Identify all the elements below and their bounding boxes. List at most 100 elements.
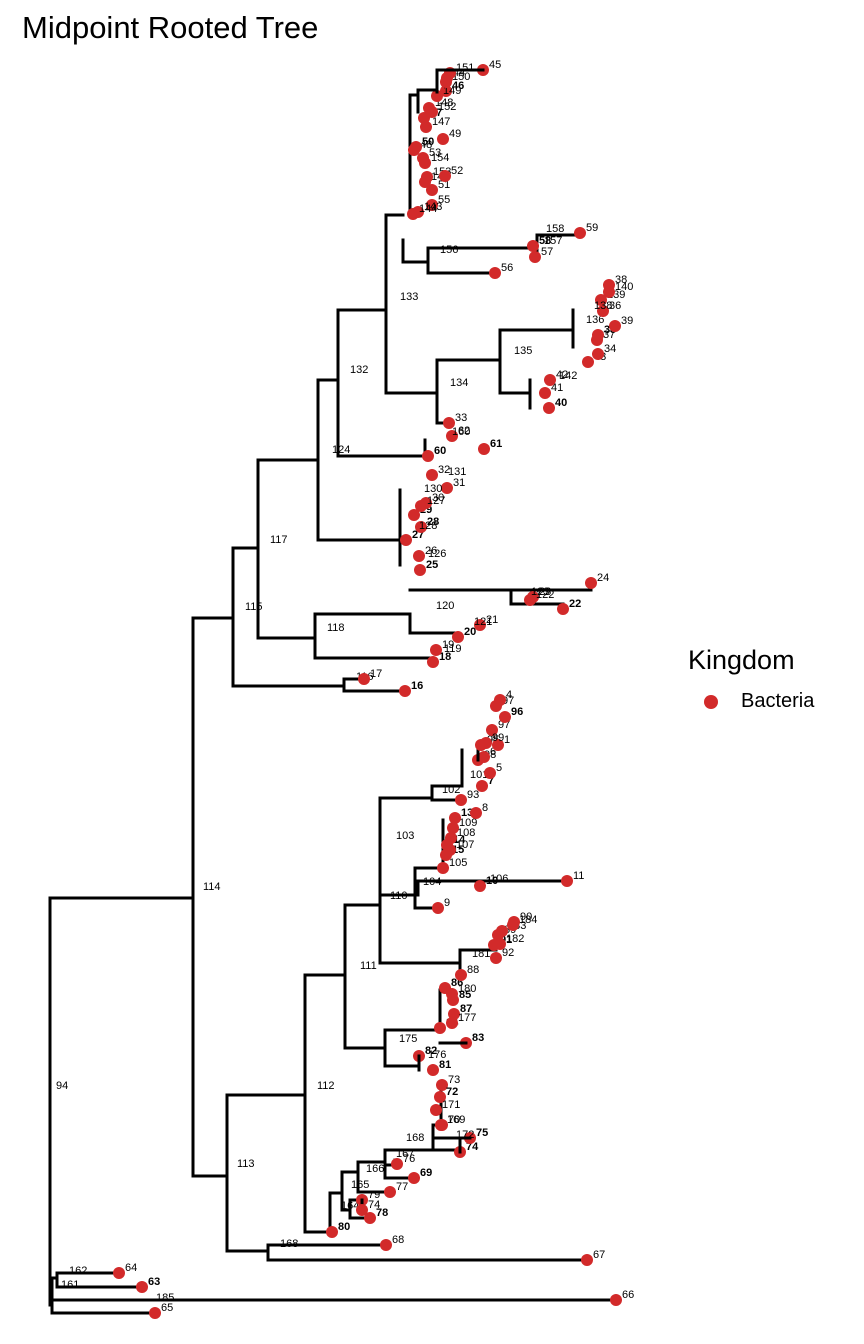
tip-point-46 bbox=[440, 85, 452, 97]
node-label-117: 117 bbox=[270, 534, 288, 546]
node-label-142: 142 bbox=[559, 370, 577, 382]
tip-label-90: 90 bbox=[520, 911, 532, 923]
node-label-158: 158 bbox=[546, 223, 564, 235]
node-label-135: 135 bbox=[514, 345, 532, 357]
node-label-131: 131 bbox=[448, 466, 466, 478]
tip-point-22 bbox=[557, 603, 569, 615]
tip-label-19: 19 bbox=[442, 639, 454, 651]
tip-point-61 bbox=[478, 443, 490, 455]
node-label-168: 168 bbox=[406, 1132, 424, 1144]
tip-label-26: 26 bbox=[425, 545, 437, 557]
tip-point-183 bbox=[496, 925, 508, 937]
legend-swatch bbox=[704, 694, 718, 709]
tip-point-66 bbox=[610, 1294, 622, 1306]
tip-point-38 bbox=[603, 279, 615, 291]
node-label-166: 166 bbox=[366, 1163, 384, 1175]
tip-point-62 bbox=[446, 430, 458, 442]
legend-item-bacteria[interactable]: Bacteria bbox=[688, 690, 814, 713]
node-label-160: 160 bbox=[452, 426, 470, 438]
tip-label-7: 7 bbox=[488, 775, 494, 787]
legend: Kingdom Bacteria bbox=[688, 645, 814, 713]
tip-point-59 bbox=[574, 227, 586, 239]
tip-label-6: 6 bbox=[490, 746, 496, 758]
tip-point-76 bbox=[391, 1158, 403, 1170]
tip-point-99 bbox=[480, 737, 492, 749]
tip-label-78: 78 bbox=[376, 1207, 388, 1219]
tip-label-30: 30 bbox=[432, 492, 444, 504]
tip-label-74: 74 bbox=[466, 1141, 479, 1153]
tip-point-56 bbox=[489, 267, 501, 279]
tip-point-127 bbox=[415, 500, 427, 512]
tip-label-143: 143 bbox=[424, 201, 442, 213]
node-label-164: 164 bbox=[341, 1200, 359, 1212]
node-label-112: 112 bbox=[317, 1080, 335, 1092]
tip-point-69 bbox=[408, 1172, 420, 1184]
tip-label-151: 151 bbox=[456, 62, 474, 74]
tip-point-84 bbox=[434, 1022, 446, 1034]
tip-label-88: 88 bbox=[467, 964, 479, 976]
tip-label-182: 182 bbox=[506, 933, 524, 945]
tip-label-8: 8 bbox=[482, 802, 488, 814]
node-label-167: 167 bbox=[396, 1148, 414, 1160]
tip-label-55: 55 bbox=[438, 194, 450, 206]
node-label-111: 111 bbox=[360, 960, 377, 972]
tip-point-108 bbox=[445, 832, 457, 844]
tip-label-140: 140 bbox=[615, 281, 633, 293]
tip-label-1: 1 bbox=[504, 734, 510, 746]
tip-label-180: 180 bbox=[458, 983, 476, 995]
tip-point-88 bbox=[455, 969, 467, 981]
node-label-176: 176 bbox=[428, 1049, 446, 1061]
tip-label-17: 17 bbox=[370, 668, 382, 680]
tip-point-26 bbox=[413, 550, 425, 562]
tip-point-19 bbox=[430, 644, 442, 656]
tip-point-6 bbox=[478, 751, 490, 763]
tip-label-34: 34 bbox=[604, 343, 616, 355]
tip-label-74: 74 bbox=[368, 1199, 380, 1211]
tip-label-22: 22 bbox=[569, 598, 581, 610]
tip-label-25: 25 bbox=[426, 559, 438, 571]
tip-point-41 bbox=[539, 387, 551, 399]
tip-point-34 bbox=[592, 348, 604, 360]
node-label-101: 101 bbox=[470, 769, 488, 781]
tip-label-107: 107 bbox=[456, 839, 474, 851]
tip-label-73: 73 bbox=[448, 1074, 460, 1086]
tip-label-66: 66 bbox=[622, 1289, 634, 1301]
node-label-118: 118 bbox=[327, 622, 345, 634]
tip-label-82: 82 bbox=[425, 1045, 437, 1057]
tip-label-53: 53 bbox=[429, 147, 441, 159]
tip-label-59: 59 bbox=[586, 222, 598, 234]
tip-label-108: 108 bbox=[457, 827, 475, 839]
tip-point-80 bbox=[326, 1226, 338, 1238]
tip-point-68 bbox=[380, 1239, 392, 1251]
tip-label-10: 10 bbox=[486, 875, 498, 887]
tip-label-67: 67 bbox=[593, 1249, 605, 1261]
node-label-175: 175 bbox=[399, 1033, 417, 1045]
tip-label-16: 16 bbox=[411, 680, 423, 692]
tip-label-23: 23 bbox=[539, 586, 551, 598]
tip-label-80: 80 bbox=[338, 1221, 350, 1233]
tip-point-29 bbox=[408, 509, 420, 521]
tip-point-7 bbox=[476, 780, 488, 792]
tip-point-11 bbox=[561, 875, 573, 887]
tip-point-36 bbox=[597, 305, 609, 317]
tip-point-24 bbox=[585, 577, 597, 589]
tip-label-154: 154 bbox=[431, 152, 449, 164]
tip-label-48: 48 bbox=[420, 139, 432, 151]
node-label-133: 133 bbox=[400, 291, 418, 303]
tip-point-73 bbox=[436, 1079, 448, 1091]
tip-point-9 bbox=[432, 902, 444, 914]
tip-point-184 bbox=[507, 919, 519, 931]
tip-label-171: 171 bbox=[442, 1099, 460, 1111]
tip-label-81: 81 bbox=[439, 1059, 451, 1071]
tip-label-24: 24 bbox=[597, 572, 609, 584]
tip-label-105: 105 bbox=[449, 857, 467, 869]
tip-point-4 bbox=[494, 694, 506, 706]
node-label-124: 124 bbox=[332, 444, 350, 456]
tip-point-57 bbox=[529, 251, 541, 263]
tip-label-45: 45 bbox=[489, 59, 501, 71]
tip-label-169: 169 bbox=[447, 1114, 465, 1126]
tip-point-153 bbox=[421, 171, 433, 183]
tip-point-55 bbox=[426, 199, 438, 211]
node-label-185: 185 bbox=[156, 1292, 174, 1304]
tip-label-77: 77 bbox=[396, 1181, 408, 1193]
